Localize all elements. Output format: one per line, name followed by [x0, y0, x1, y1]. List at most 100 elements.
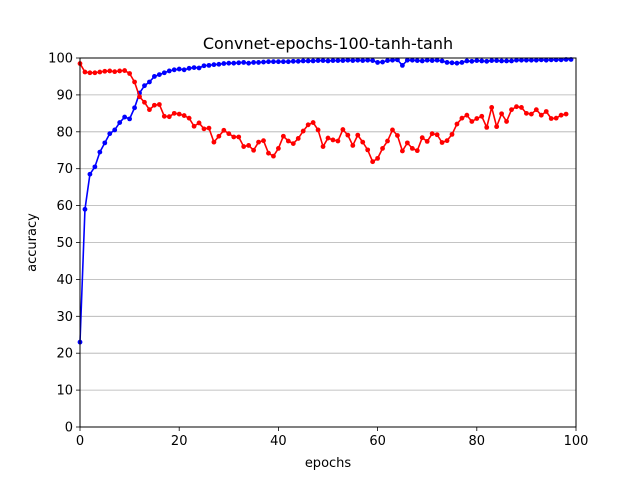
data-point	[152, 102, 157, 108]
grid-lines	[80, 94, 576, 391]
data-point	[315, 127, 321, 133]
data-point	[414, 58, 420, 63]
data-point	[345, 132, 351, 138]
data-point	[434, 57, 440, 63]
data-point	[558, 57, 564, 63]
data-point	[166, 68, 172, 74]
data-point	[514, 57, 519, 63]
data-point	[97, 69, 103, 75]
data-point	[533, 57, 539, 63]
data-point	[360, 139, 366, 145]
data-point	[266, 59, 271, 65]
y-axis-ticks: 0 10 20 30 40 50 60 70 80 90 100	[48, 52, 80, 436]
data-point	[320, 58, 326, 63]
data-point	[325, 58, 331, 64]
data-point	[479, 113, 485, 119]
data-point	[142, 99, 147, 105]
y-tick-label: 10	[56, 384, 73, 399]
data-point	[221, 61, 227, 66]
data-point	[469, 58, 475, 64]
data-point	[285, 138, 291, 144]
data-point	[226, 131, 232, 137]
data-point	[102, 140, 108, 146]
data-point	[112, 69, 118, 75]
data-point	[246, 60, 252, 66]
data-point	[117, 120, 123, 125]
data-point	[310, 120, 316, 125]
data-point	[509, 107, 514, 113]
data-point	[365, 57, 371, 63]
data-point	[494, 124, 500, 130]
data-point	[201, 126, 207, 132]
data-point	[524, 110, 529, 116]
data-point	[295, 136, 301, 141]
data-point	[330, 58, 336, 63]
series-1	[77, 57, 574, 345]
data-point	[206, 125, 212, 131]
data-point	[509, 58, 514, 64]
data-point	[181, 67, 187, 73]
data-point	[300, 58, 306, 64]
data-point	[538, 112, 544, 118]
data-point	[186, 115, 192, 121]
data-point	[211, 139, 217, 145]
data-point	[459, 60, 465, 65]
y-tick-label: 100	[48, 52, 73, 67]
data-point	[464, 58, 470, 64]
data-point	[380, 59, 385, 65]
data-point	[479, 58, 485, 64]
data-point	[256, 60, 261, 65]
data-point	[280, 59, 286, 65]
data-point	[528, 111, 534, 117]
y-tick-label: 70	[56, 162, 73, 177]
data-point	[82, 69, 88, 75]
data-point	[201, 63, 207, 69]
data-point	[404, 140, 410, 146]
y-tick-label: 20	[56, 347, 73, 362]
data-point	[444, 138, 450, 144]
data-point	[419, 58, 425, 64]
data-point	[414, 148, 420, 154]
data-point	[251, 60, 256, 65]
data-point	[484, 124, 490, 130]
series-2	[77, 61, 569, 165]
data-point	[92, 164, 98, 170]
data-point	[409, 146, 415, 151]
data-point	[266, 150, 271, 156]
data-point	[300, 128, 306, 134]
data-point	[533, 107, 539, 113]
data-point	[439, 58, 445, 64]
data-point	[285, 59, 291, 65]
data-point	[132, 105, 137, 111]
data-point	[147, 79, 152, 85]
series-line	[79, 58, 572, 343]
data-point	[330, 137, 336, 143]
data-point	[221, 127, 227, 133]
data-point	[276, 59, 281, 65]
data-point	[365, 147, 371, 153]
data-point	[548, 57, 554, 63]
data-point	[171, 67, 177, 73]
data-point	[127, 116, 132, 122]
data-point	[424, 57, 430, 63]
data-point	[444, 60, 450, 65]
data-point	[206, 62, 212, 68]
data-point	[191, 123, 197, 129]
data-point	[107, 131, 113, 137]
data-point	[429, 131, 435, 137]
x-tick-label: 20	[171, 434, 188, 449]
y-tick-label: 80	[56, 125, 73, 140]
data-point	[355, 57, 361, 63]
data-point	[489, 105, 495, 110]
data-point	[404, 57, 410, 63]
data-point	[87, 70, 93, 76]
data-point	[325, 135, 331, 141]
data-point	[102, 68, 108, 74]
data-point	[97, 149, 103, 155]
y-tick-label: 90	[56, 88, 73, 103]
data-point	[261, 138, 266, 144]
data-point	[543, 57, 549, 63]
data-point	[390, 57, 395, 63]
data-point	[122, 68, 128, 73]
x-tick-label: 0	[76, 434, 84, 449]
